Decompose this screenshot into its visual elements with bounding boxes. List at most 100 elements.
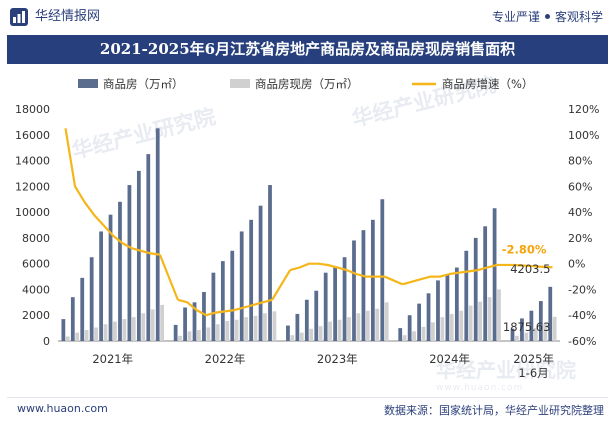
- bar-existing: [478, 301, 482, 341]
- bar-existing: [113, 321, 117, 341]
- x-tick-label: 2024年: [429, 352, 470, 366]
- legend-label-2: 商品房现房（万㎡）: [255, 77, 359, 91]
- bar-sales: [155, 128, 160, 341]
- y-right-tick-label: 60%: [568, 180, 592, 193]
- bar-existing: [318, 326, 323, 341]
- x-tick-label: 2022年: [205, 352, 246, 366]
- y-right-tick-label: 120%: [568, 103, 599, 116]
- bar-existing: [253, 315, 258, 341]
- bar-sales: [361, 230, 366, 341]
- legend-label-1: 商品房（万㎡）: [103, 77, 184, 91]
- bar-existing: [449, 313, 454, 341]
- bar-existing: [459, 310, 464, 341]
- bar-existing: [75, 332, 80, 341]
- bar-sales: [118, 201, 122, 341]
- bar-sales: [183, 307, 187, 341]
- bar-existing: [402, 335, 407, 341]
- bar-sales: [173, 324, 178, 341]
- bar-existing: [328, 321, 332, 341]
- bar-existing: [215, 324, 220, 341]
- bar-existing: [84, 330, 89, 341]
- huajing-logo-icon: [10, 8, 28, 26]
- bar-existing: [375, 308, 380, 341]
- bar-existing: [65, 336, 70, 341]
- x-tick-label: 1-6月: [518, 366, 548, 380]
- chart-title: 2021-2025年6月江苏省房地产商品房及商品房现房销售面积: [99, 40, 516, 58]
- bar-sales: [445, 273, 450, 341]
- bar-existing: [347, 317, 351, 341]
- tagline: 专业严谨 客观科学: [492, 7, 603, 27]
- bar-existing: [497, 289, 501, 341]
- bar-sales: [146, 154, 151, 341]
- growth-line: [177, 298, 273, 317]
- bar-existing: [365, 310, 370, 341]
- annotation-sales: 4203.5: [510, 262, 550, 276]
- bar-existing: [309, 328, 314, 341]
- growth-line: [64, 128, 161, 256]
- bar-sales: [258, 205, 263, 341]
- bar-sales: [211, 272, 216, 341]
- tagline-left: 专业严谨: [491, 10, 540, 24]
- bar-sales: [407, 315, 412, 341]
- bar-existing: [225, 321, 230, 341]
- data-source: 数据来源：国家统计局，华经产业研究院整理: [384, 404, 604, 417]
- bar-sales: [464, 250, 469, 341]
- bar-sales: [220, 261, 225, 341]
- legend-swatch-2: [230, 79, 250, 88]
- y-right-tick-label: 40%: [568, 206, 592, 219]
- legend-swatch-1: [78, 79, 98, 88]
- bar-sales: [398, 328, 403, 341]
- y-left-tick-label: 18000: [15, 103, 50, 116]
- bar-existing: [206, 327, 211, 341]
- y-left-tick-label: 16000: [15, 129, 50, 142]
- bar-sales: [70, 297, 75, 341]
- x-tick-label: 2021年: [92, 352, 133, 366]
- bar-sales: [127, 185, 132, 341]
- bar-existing: [272, 311, 277, 341]
- bar-existing: [533, 328, 538, 341]
- bar-sales: [108, 214, 113, 341]
- y-left-tick-label: 4000: [22, 283, 50, 296]
- bar-existing: [197, 330, 201, 341]
- bar-sales: [286, 325, 290, 341]
- bar-existing: [234, 319, 239, 341]
- bar-sales: [473, 237, 478, 341]
- bar-sales: [510, 328, 515, 341]
- y-right-tick-label: 100%: [568, 129, 599, 142]
- bar-existing: [440, 317, 445, 341]
- bar-sales: [342, 257, 347, 341]
- site-name: 华经情报网: [35, 9, 101, 24]
- y-right-tick-label: -40%: [568, 309, 596, 322]
- y-left-tick-label: 6000: [22, 258, 50, 271]
- bar-existing: [94, 327, 98, 341]
- bar-existing: [141, 313, 146, 341]
- top-bar: 华经情报网 专业严谨 客观科学: [0, 0, 615, 33]
- bar-sales: [323, 272, 328, 341]
- y-right-tick-label: 20%: [568, 232, 592, 245]
- tagline-right: 客观科学: [554, 10, 603, 24]
- y-left-tick-label: 10000: [15, 206, 50, 219]
- y-right-tick-label: 80%: [568, 155, 592, 168]
- chart: 商品房（万㎡） 商品房现房（万㎡） 商品房增速（%） 0 2000 4000 6000 800…: [15, 77, 599, 380]
- footer-url[interactable]: www.huaon.com: [17, 402, 108, 415]
- bar-sales: [295, 313, 300, 341]
- bar-sales: [333, 267, 338, 341]
- bar-existing: [431, 322, 435, 341]
- bar-existing: [487, 297, 492, 341]
- bar-existing: [384, 302, 389, 341]
- y-left-tick-label: 8000: [22, 232, 50, 245]
- bar-sales: [304, 299, 309, 341]
- bar-sales: [538, 301, 543, 341]
- bar-sales: [352, 240, 356, 341]
- bar-sales: [529, 310, 534, 341]
- bar-existing: [412, 331, 416, 341]
- bar-sales: [370, 219, 375, 341]
- bar-sales: [436, 280, 440, 341]
- y-right-tick-label: 0%: [568, 258, 585, 271]
- bar-sales: [417, 303, 421, 341]
- bar-existing: [552, 316, 557, 341]
- bar-existing: [103, 324, 108, 341]
- bar-existing: [263, 313, 267, 341]
- bar-existing: [122, 319, 127, 341]
